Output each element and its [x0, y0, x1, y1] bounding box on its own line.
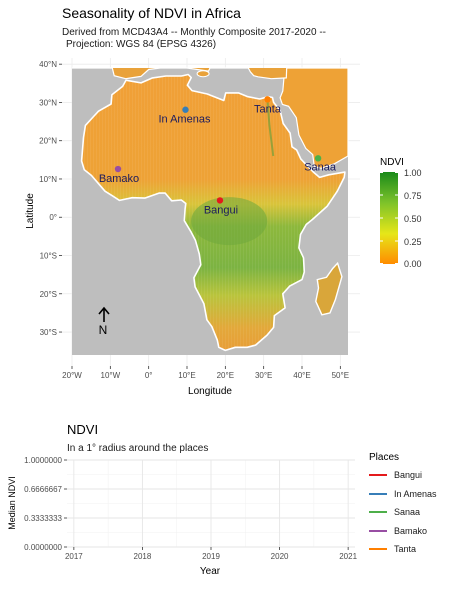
colorbar-label: 0.75: [404, 191, 422, 201]
legend-label: Tanta: [394, 544, 417, 554]
timeseries-y-tick: 0.6666667: [24, 485, 62, 494]
place-point: [216, 197, 224, 204]
place-label: Sanaa: [304, 161, 337, 173]
colorbar-label: 0.00: [404, 259, 422, 269]
ndvi-colorbar: [380, 172, 398, 264]
map-projection-subtitle: Projection: WGS 84 (EPSG 4326): [66, 39, 217, 50]
x-tick-label: 20°W: [62, 371, 82, 380]
timeseries-x-tick: 2019: [202, 552, 220, 561]
x-tick-label: 40°E: [293, 371, 310, 380]
north-arrow-label: N: [99, 323, 108, 337]
timeseries-x-tick: 2021: [339, 552, 357, 561]
legend-label: Bangui: [394, 470, 423, 480]
timeseries-y-tick: 1.0000000: [24, 456, 62, 465]
place-marker: Tanta: [254, 96, 282, 115]
y-tick-label: 10°N: [39, 175, 57, 184]
legend-label: In Amenas: [394, 488, 437, 499]
north-arrow-icon: [98, 306, 110, 322]
place-point: [314, 155, 322, 162]
legend-swatch: [369, 474, 387, 476]
legend-swatch: [369, 511, 387, 513]
legend-item: Bamako: [369, 525, 427, 537]
y-tick-label: 10°S: [40, 252, 57, 261]
y-tick-label: 30°N: [39, 98, 57, 107]
timeseries-x-tick: 2018: [134, 552, 152, 561]
timeseries-y-label: Median NDVI: [7, 476, 17, 530]
timeseries-x-label: Year: [200, 566, 221, 577]
place-marker: Sanaa: [304, 155, 337, 173]
place-marker: In Amenas: [158, 106, 211, 126]
x-tick-label: 50°E: [332, 371, 349, 380]
colorbar-label: 0.50: [404, 214, 422, 224]
map-title: Seasonality of NDVI in Africa: [62, 5, 241, 21]
y-tick-label: 20°N: [39, 137, 57, 146]
timeseries-x-tick: 2017: [65, 552, 83, 561]
legend-swatch: [369, 529, 387, 532]
colorbar-label: 0.25: [404, 237, 422, 247]
legend-item: In Amenas: [369, 488, 437, 500]
legend-swatch: [369, 548, 387, 550]
legend-item: Bangui: [369, 469, 422, 481]
place-marker: Bamako: [99, 165, 139, 185]
y-tick-label: 0°: [49, 213, 57, 222]
x-tick-label: 10°W: [101, 371, 121, 380]
y-tick-label: 30°S: [40, 328, 57, 337]
x-axis-label: Longitude: [188, 386, 232, 397]
timeseries-chart: 0.0000000 0.3333333 0.6666667 1.0000000 2017…: [7, 456, 358, 577]
x-tick-label: 30°E: [255, 371, 272, 380]
legend-label: Sanaa: [394, 507, 421, 517]
timeseries-y-tick: 0.3333333: [24, 514, 62, 523]
place-marker: Bangui: [204, 197, 238, 216]
map-axes: 20°W 10°W 0° 10°E 20°E 30°E 40°E 50°E 40°N 30°N 20…: [39, 60, 349, 380]
place-label: Tanta: [254, 103, 282, 115]
x-tick-label: 10°E: [178, 371, 195, 380]
north-arrow: N: [98, 306, 110, 337]
timeseries-title: NDVI: [67, 422, 99, 437]
place-label: In Amenas: [158, 114, 210, 126]
timeseries-x-tick: 2020: [271, 552, 289, 561]
timeseries-subtitle: In a 1° radius around the places: [67, 443, 209, 454]
legend-item: Tanta: [369, 543, 416, 555]
place-markers: In Amenas Tanta Sanaa Bamako Bangui: [99, 96, 337, 216]
place-label: Bamako: [99, 173, 139, 185]
ndvi-map: 20°W 10°W 0° 10°E 20°E 30°E 40°E 50°E 40°N 30°N 20…: [25, 58, 360, 397]
colorbar-label: 1.00: [404, 168, 422, 178]
x-tick-label: 0°: [145, 371, 153, 380]
place-point: [114, 165, 122, 173]
colorbar-title: NDVI: [380, 157, 404, 168]
legend-swatch: [369, 492, 387, 495]
timeseries-y-tick: 0.0000000: [24, 543, 62, 552]
legend-label: Bamako: [394, 525, 428, 536]
place-label: Bangui: [204, 204, 238, 216]
timeseries-axes: 0.0000000 0.3333333 0.6666667 1.0000000 2017…: [24, 456, 357, 561]
map-subtitle: Derived from MCD43A4 -- Monthly Composit…: [62, 27, 326, 38]
x-tick-label: 20°E: [217, 371, 234, 380]
y-tick-label: 40°N: [39, 60, 57, 69]
place-point: [182, 106, 189, 113]
legend-title: Places: [369, 452, 400, 463]
legend-item: Sanaa: [369, 506, 420, 518]
place-point: [264, 96, 271, 103]
y-axis-label: Latitude: [25, 193, 36, 229]
africa-landmass: [72, 67, 349, 352]
y-tick-label: 20°S: [40, 290, 57, 299]
